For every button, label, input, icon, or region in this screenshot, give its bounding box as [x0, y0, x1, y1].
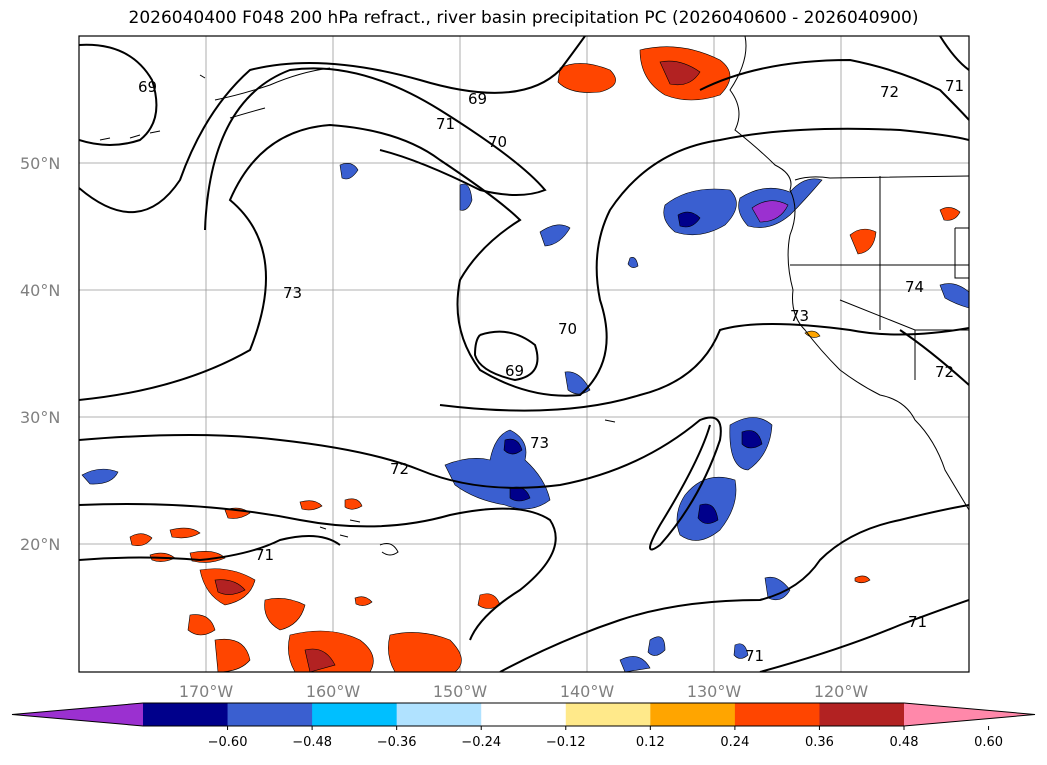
contour-label: 73	[530, 434, 549, 452]
map-frame	[78, 35, 970, 673]
colorbar-segment	[396, 703, 482, 726]
colorbar-segment	[565, 703, 651, 726]
precip-negative-areas	[81, 163, 969, 672]
gridlines	[79, 36, 969, 672]
colorbar-segment	[481, 703, 567, 726]
map-title: 2026040400 F048 200 hPa refract., river …	[128, 8, 919, 28]
colorbar-tick-label: 0.24	[720, 735, 749, 750]
map-plot-area: 69 69 71 70 72 71 73 70 69 73 72 74 73 7…	[79, 36, 969, 672]
colorbar-tick-label: 0.12	[636, 735, 665, 750]
contour-label: 72	[390, 460, 409, 478]
contour-label: 69	[138, 78, 157, 96]
colorbar-tick-label: 0.36	[805, 735, 834, 750]
colorbar-outline	[11, 702, 1036, 727]
contour-label: 71	[436, 115, 455, 133]
contour-label: 72	[880, 83, 899, 101]
contour-labels: 69 69 71 70 72 71 73 70 69 73 72 74 73 7…	[138, 77, 964, 665]
contour-label: 71	[908, 613, 927, 631]
colorbar-segment	[143, 703, 229, 726]
lon-label: 140°W	[560, 682, 615, 701]
colorbar-segment	[312, 703, 398, 726]
lat-label: 40°N	[20, 281, 60, 300]
colorbar-segment	[12, 703, 143, 726]
latitude-labels: 50°N 40°N 30°N 20°N	[20, 154, 60, 554]
colorbar-tick-label: −0.36	[377, 735, 417, 750]
contour-label: 74	[905, 278, 924, 296]
lat-label: 30°N	[20, 408, 60, 427]
lon-label: 170°W	[179, 682, 234, 701]
lon-label: 130°W	[687, 682, 742, 701]
colorbar-segment	[650, 703, 736, 726]
colorbar-tick-label: 0.48	[890, 735, 919, 750]
colorbar-tick-label: −0.24	[461, 735, 501, 750]
colorbar-tick-label: 0.60	[974, 735, 1003, 750]
contour-label: 69	[505, 362, 524, 380]
refractivity-contours	[79, 36, 969, 672]
colorbar-segment	[227, 703, 313, 726]
colorbar-tick-label: −0.48	[292, 735, 332, 750]
lon-label: 160°W	[306, 682, 361, 701]
contour-label: 71	[945, 77, 964, 95]
contour-label: 70	[488, 133, 507, 151]
lon-label: 120°W	[814, 682, 869, 701]
lat-label: 50°N	[20, 154, 60, 173]
colorbar-tick-label: −0.12	[546, 735, 586, 750]
colorbar-segment	[819, 703, 905, 726]
contour-label: 73	[283, 284, 302, 302]
colorbar: −0.60 −0.48 −0.36 −0.24 −0.12 0.12 0.24 0.36 0.4…	[11, 702, 1036, 750]
colorbar-segment	[734, 703, 820, 726]
longitude-labels: 170°W 160°W 150°W 140°W 130°W 120°W	[179, 682, 869, 701]
contour-label: 71	[255, 546, 274, 564]
colorbar-segment	[904, 703, 1035, 726]
coastlines	[99, 36, 969, 556]
colorbar-tick-label: −0.60	[208, 735, 248, 750]
contour-label: 70	[558, 320, 577, 338]
contour-label: 71	[745, 647, 764, 665]
contour-label: 73	[790, 307, 809, 325]
lat-label: 20°N	[20, 535, 60, 554]
precip-positive-areas	[129, 46, 961, 672]
lon-label: 150°W	[433, 682, 488, 701]
contour-label: 69	[468, 90, 487, 108]
contour-label: 72	[935, 363, 954, 381]
